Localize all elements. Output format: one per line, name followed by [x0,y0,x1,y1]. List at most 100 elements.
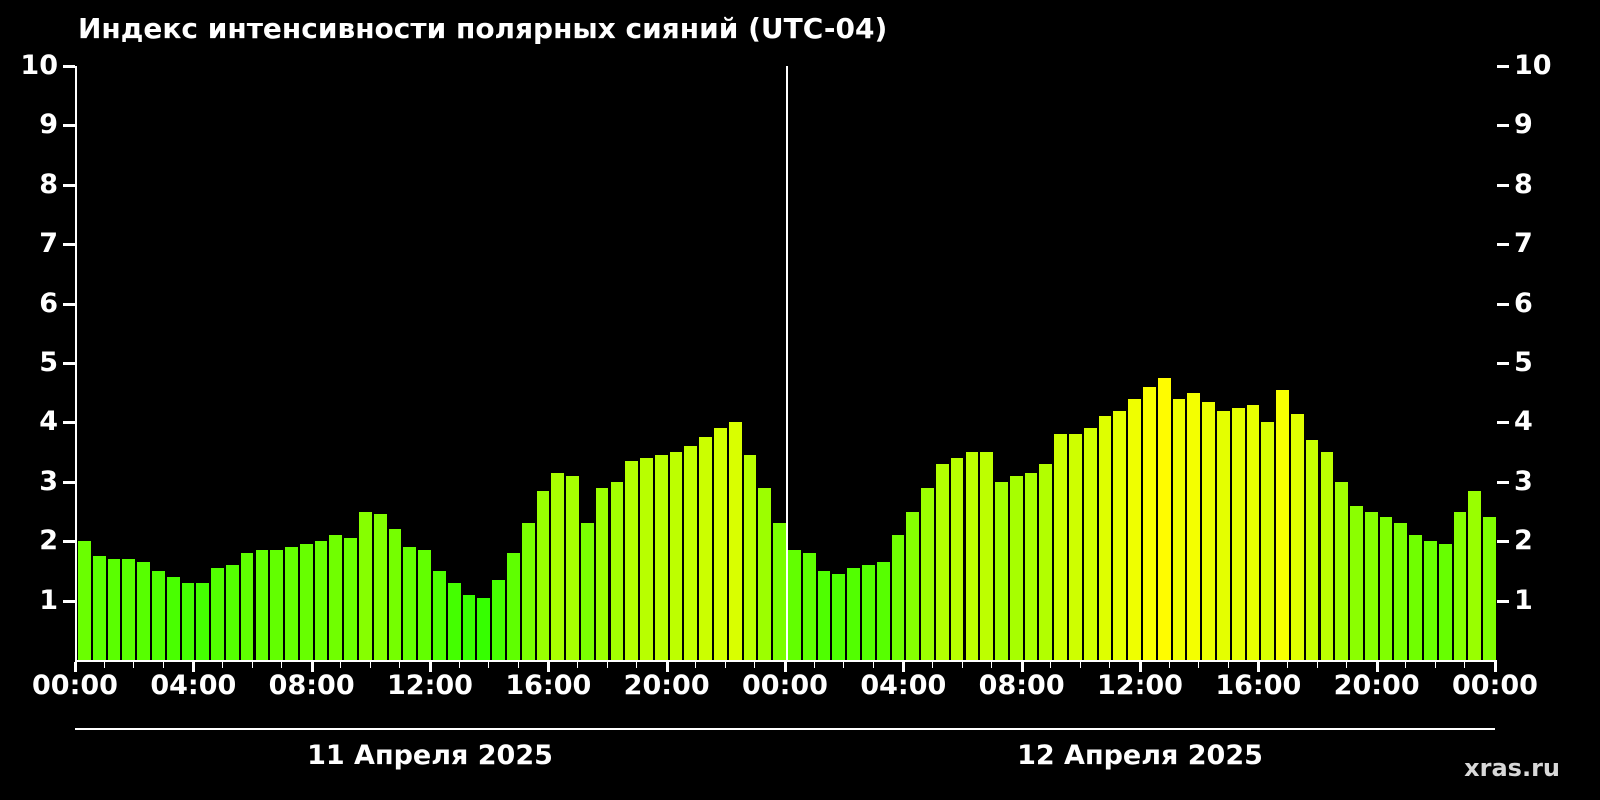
aurora-index-bar [78,541,91,660]
aurora-index-bar [832,573,846,660]
y-tick-left [63,65,75,68]
aurora-index-bar [802,553,816,660]
x-tick-minor [340,662,342,668]
aurora-index-bar [728,422,742,660]
aurora-index-bar [285,547,298,660]
aurora-index-bar [1379,517,1393,660]
y-axis-label-left: 4 [39,406,58,438]
x-tick-major [784,662,787,672]
aurora-index-bar [1424,541,1437,660]
aurora-index-bar [625,461,639,660]
y-axis-label-right: 6 [1514,287,1533,319]
aurora-index-bar [891,535,905,660]
x-tick-major [1020,662,1024,672]
x-tick-minor [369,662,371,668]
x-tick-minor [1198,662,1200,668]
aurora-index-bar [1261,422,1275,660]
aurora-index-bar [1083,428,1097,660]
aurora-index-bar [1187,392,1201,660]
y-tick-left [63,362,75,365]
aurora-index-bar [1290,413,1304,660]
y-tick-left [63,124,75,128]
aurora-index-bar [447,582,461,660]
y-axis-label-right: 5 [1514,347,1533,378]
x-axis-label: 00:00 [32,670,118,701]
aurora-index-bar [1202,401,1215,660]
x-tick-minor [103,662,105,668]
y-tick-left [63,183,75,187]
aurora-index-bar [1172,398,1186,660]
y-tick-right [1497,540,1509,544]
y-axis-label-right: 10 [1514,50,1552,81]
y-axis-label-right: 2 [1514,525,1533,557]
x-axis-label: 00:00 [1452,670,1538,701]
aurora-index-bar [314,541,328,660]
x-tick-major [665,662,669,672]
date-axis-separator [75,728,1495,730]
y-tick-right [1497,124,1509,128]
aurora-index-bar [921,487,934,660]
x-axis-label: 12:00 [387,670,473,701]
x-tick-minor [1464,662,1466,668]
y-axis-label-left: 6 [39,287,58,319]
x-axis-label: 04:00 [150,670,237,701]
aurora-index-bar [255,550,269,660]
aurora-index-bar [359,511,372,660]
y-tick-right [1497,302,1509,306]
aurora-index-bar [817,570,831,660]
aurora-index-bar [1246,404,1260,660]
aurora-index-bar [1128,398,1141,660]
chart-title: Индекс интенсивности полярных сияний (UT… [78,12,888,45]
aurora-index-bar [1098,416,1112,660]
aurora-index-bar [980,452,994,660]
aurora-index-bar [270,550,284,660]
aurora-index-bar [506,553,520,660]
aurora-index-bar [1320,452,1334,660]
aurora-index-bar [1024,472,1038,660]
aurora-index-bar [595,487,609,660]
aurora-index-bar [122,559,136,660]
aurora-index-bar [995,481,1008,660]
y-tick-left [63,421,75,425]
aurora-index-bar [107,559,121,660]
y-axis-label-left: 2 [39,525,58,557]
y-tick-right [1497,599,1509,603]
aurora-index-bar [566,475,579,660]
x-tick-major [902,662,906,672]
aurora-index-bar [1453,511,1467,660]
x-tick-minor [843,662,845,668]
y-axis-label-left: 5 [39,347,58,378]
y-axis-label-left: 8 [39,168,58,200]
x-tick-major [192,662,196,672]
x-tick-major [429,662,432,672]
x-tick-minor [961,662,963,668]
aurora-index-bar [1335,481,1349,660]
aurora-index-bar [1009,475,1023,660]
aurora-index-bar [654,455,668,660]
aurora-index-bar [477,597,491,660]
x-axis-label: 16:00 [505,670,592,701]
x-tick-minor [872,662,874,668]
aurora-index-bar [196,582,210,660]
y-axis-label-left: 7 [39,228,58,260]
aurora-index-bar [950,458,964,660]
x-tick-minor [162,662,164,668]
y-tick-left [63,480,75,484]
aurora-index-bar [462,594,476,660]
x-tick-major [1257,662,1261,672]
aurora-index-bar [788,550,801,660]
aurora-index-bar [1364,511,1378,660]
x-tick-minor [1316,662,1318,668]
x-axis-label: 20:00 [1333,670,1420,701]
aurora-index-bar [610,481,624,660]
day-divider-line [786,66,788,660]
aurora-index-bar [181,582,195,660]
x-tick-minor [754,662,756,668]
aurora-index-bar [225,564,239,660]
aurora-index-bar [847,567,860,660]
x-tick-minor [1434,662,1436,668]
aurora-index-bar [1113,410,1127,660]
aurora-index-bar [433,570,446,660]
aurora-index-bar [1143,386,1156,660]
